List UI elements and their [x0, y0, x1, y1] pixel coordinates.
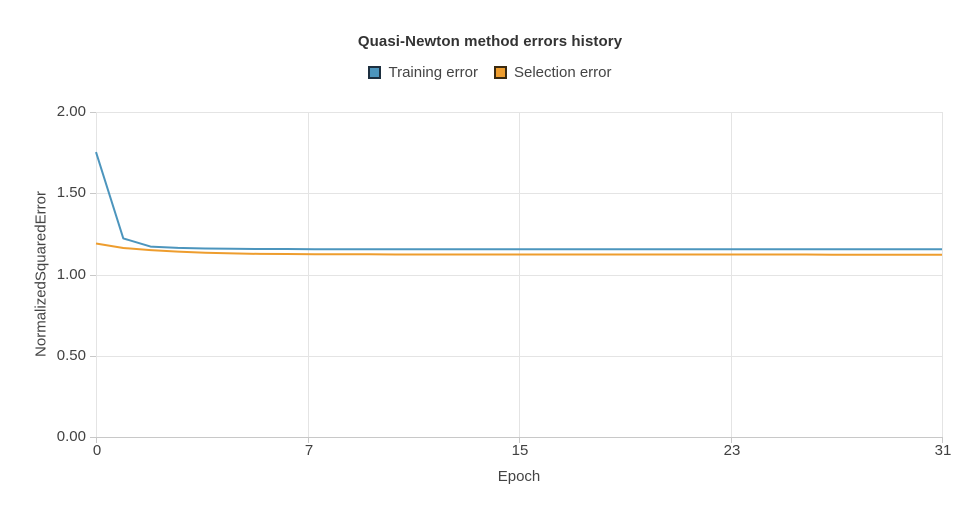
series-line-0	[95, 151, 942, 251]
x-tick-label: 15	[511, 442, 529, 459]
legend-item-training-error: Training error	[368, 64, 478, 81]
legend: Training error Selection error	[0, 64, 980, 81]
x-tick-label: 31	[934, 442, 952, 459]
x-axis-title: Epoch	[497, 468, 541, 485]
y-tick-label: 1.50	[56, 184, 86, 201]
series-line-1	[95, 242, 942, 256]
chart-title: Quasi-Newton method errors history	[357, 33, 623, 50]
x-tick-label: 23	[723, 442, 741, 459]
legend-label-training-error: Training error	[388, 64, 478, 81]
y-tick-label: 0.50	[56, 347, 86, 364]
legend-item-selection-error: Selection error	[493, 64, 612, 81]
y-tick-label: 0.00	[56, 428, 86, 445]
x-tick-label: 7	[304, 442, 314, 459]
training-error-swatch-icon	[368, 66, 382, 79]
y-tick-label: 1.00	[56, 266, 86, 283]
legend-label-selection-error: Selection error	[513, 64, 612, 81]
x-tick-label: 0	[92, 442, 102, 459]
y-tick-label: 2.00	[56, 103, 86, 120]
selection-error-swatch-icon	[493, 66, 507, 79]
